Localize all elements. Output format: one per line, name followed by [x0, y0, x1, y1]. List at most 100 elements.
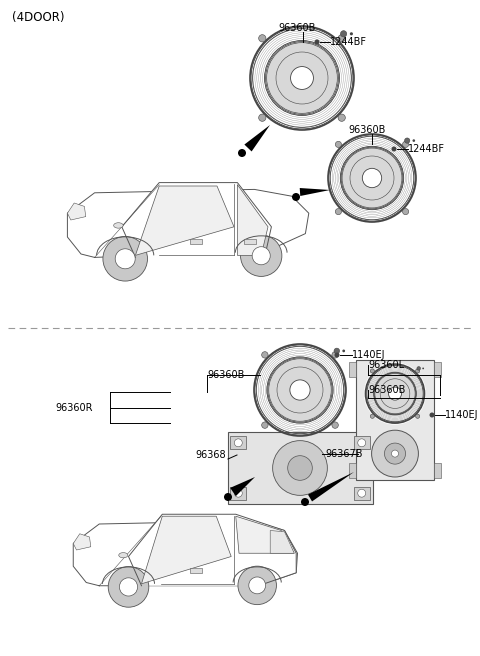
- Text: 1244BF: 1244BF: [330, 37, 367, 47]
- Circle shape: [326, 132, 418, 224]
- Bar: [190, 568, 202, 573]
- Text: 96367B: 96367B: [325, 449, 362, 459]
- Bar: [356, 360, 434, 480]
- Text: (4DOOR): (4DOOR): [12, 12, 64, 24]
- Bar: [190, 239, 202, 244]
- Circle shape: [340, 31, 347, 37]
- Circle shape: [384, 443, 406, 464]
- Text: 96360B: 96360B: [207, 370, 244, 380]
- Circle shape: [262, 422, 268, 428]
- Bar: [349, 362, 356, 377]
- Polygon shape: [236, 516, 294, 553]
- Circle shape: [336, 141, 341, 148]
- Circle shape: [103, 237, 147, 281]
- Circle shape: [416, 369, 420, 373]
- Ellipse shape: [119, 552, 128, 558]
- Polygon shape: [73, 534, 91, 550]
- Text: 1244BF: 1244BF: [408, 144, 445, 154]
- Circle shape: [262, 352, 268, 358]
- Circle shape: [301, 498, 309, 506]
- Circle shape: [247, 24, 357, 133]
- Polygon shape: [142, 516, 231, 584]
- Circle shape: [288, 456, 312, 480]
- Circle shape: [292, 193, 300, 201]
- Bar: [434, 362, 441, 377]
- Polygon shape: [244, 125, 270, 152]
- Circle shape: [290, 66, 313, 89]
- Polygon shape: [73, 521, 298, 586]
- Bar: [354, 436, 370, 449]
- Circle shape: [422, 367, 424, 369]
- Text: 1140EJ: 1140EJ: [445, 410, 479, 420]
- Circle shape: [412, 139, 415, 142]
- Circle shape: [334, 348, 339, 354]
- Text: 96360R: 96360R: [55, 403, 93, 413]
- Text: 96368: 96368: [195, 450, 226, 460]
- Ellipse shape: [114, 223, 123, 228]
- Circle shape: [238, 149, 246, 157]
- Circle shape: [332, 422, 338, 428]
- Circle shape: [259, 35, 266, 42]
- Circle shape: [335, 352, 339, 358]
- Circle shape: [403, 209, 408, 215]
- Circle shape: [224, 493, 232, 501]
- Bar: [349, 463, 356, 478]
- Circle shape: [430, 413, 434, 417]
- Circle shape: [392, 450, 398, 457]
- Circle shape: [338, 35, 345, 42]
- Polygon shape: [67, 190, 309, 257]
- Bar: [434, 463, 441, 478]
- Bar: [230, 436, 246, 449]
- Circle shape: [332, 352, 338, 358]
- Circle shape: [358, 489, 366, 497]
- Circle shape: [108, 567, 149, 607]
- Text: 96360B: 96360B: [278, 23, 315, 33]
- Bar: [228, 432, 372, 504]
- Circle shape: [267, 43, 337, 113]
- Circle shape: [388, 387, 402, 400]
- Polygon shape: [67, 203, 86, 220]
- Circle shape: [290, 380, 310, 400]
- Circle shape: [336, 209, 341, 215]
- Text: 96360B: 96360B: [348, 125, 385, 135]
- Polygon shape: [300, 188, 330, 196]
- Circle shape: [238, 566, 276, 605]
- Circle shape: [338, 114, 345, 121]
- Circle shape: [249, 577, 265, 594]
- Circle shape: [392, 146, 396, 152]
- Polygon shape: [308, 472, 354, 501]
- Polygon shape: [135, 186, 234, 255]
- Text: 96360B: 96360B: [368, 385, 406, 395]
- Polygon shape: [122, 182, 271, 257]
- Circle shape: [234, 489, 242, 497]
- Polygon shape: [270, 531, 294, 553]
- Circle shape: [342, 148, 402, 208]
- Circle shape: [416, 414, 420, 419]
- Bar: [354, 487, 370, 500]
- Circle shape: [403, 141, 408, 148]
- Circle shape: [269, 359, 331, 421]
- Circle shape: [234, 439, 242, 447]
- Circle shape: [362, 169, 382, 188]
- Circle shape: [240, 235, 282, 276]
- Circle shape: [273, 441, 327, 495]
- Bar: [230, 487, 246, 500]
- Circle shape: [252, 247, 270, 265]
- Circle shape: [364, 363, 426, 424]
- Circle shape: [405, 138, 410, 143]
- Circle shape: [370, 414, 374, 419]
- Bar: [244, 239, 256, 244]
- Circle shape: [375, 373, 415, 414]
- Polygon shape: [238, 184, 268, 255]
- Circle shape: [370, 369, 374, 373]
- Circle shape: [259, 114, 266, 121]
- Text: 1140EJ: 1140EJ: [352, 350, 385, 360]
- Circle shape: [358, 439, 366, 447]
- Circle shape: [314, 39, 320, 45]
- Polygon shape: [230, 477, 255, 496]
- Circle shape: [350, 32, 353, 35]
- Polygon shape: [129, 514, 296, 586]
- Circle shape: [417, 367, 420, 370]
- Text: 96360L: 96360L: [368, 360, 404, 370]
- Circle shape: [342, 350, 345, 352]
